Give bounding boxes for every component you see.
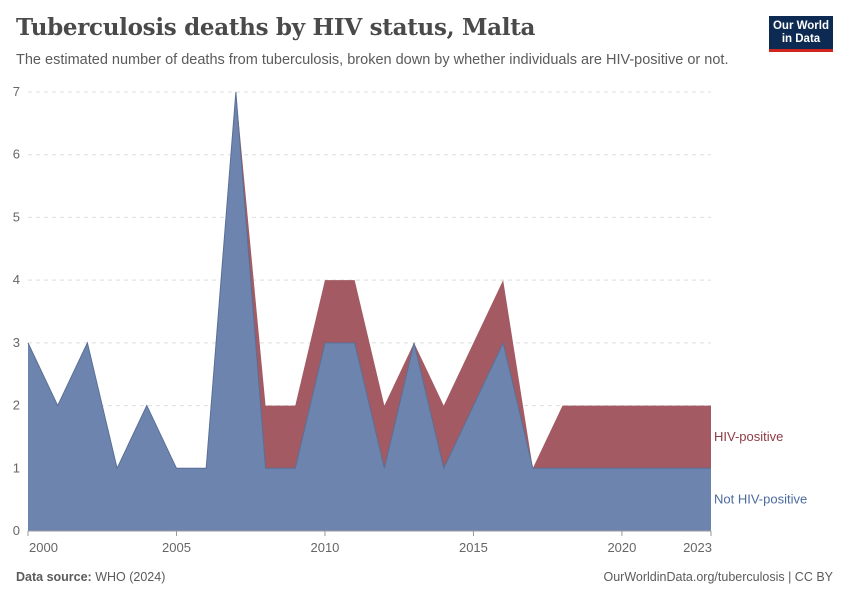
axes: 0 1 2 3 4 5 6 7 2000 2005 2010 2015 2020 2023 — [13, 84, 712, 555]
x-tick-label: 2023 — [683, 540, 712, 555]
x-tick-label: 2020 — [607, 540, 636, 555]
y-tick-label: 0 — [13, 523, 20, 538]
y-tick-label: 4 — [13, 272, 20, 287]
x-tick-label: 2010 — [310, 540, 339, 555]
series-labels: HIV-positive Not HIV-positive — [714, 429, 807, 507]
area-hiv-positive — [28, 92, 711, 469]
data-source-value: WHO (2024) — [95, 570, 166, 584]
x-tick-label: 2005 — [162, 540, 191, 555]
y-tick-label: 7 — [13, 84, 20, 99]
source-url-link[interactable]: OurWorldinData.org/tuberculosis | CC BY — [603, 570, 834, 584]
logo-line-2: in Data — [781, 33, 821, 45]
x-tick-label: 2015 — [459, 540, 488, 555]
y-tick-label: 1 — [13, 460, 20, 475]
line-not-hiv-positive — [27, 91, 711, 470]
chart-area: 0 1 2 3 4 5 6 7 2000 2005 2010 2015 2020 2023 HIV-pos… — [13, 84, 807, 555]
area-not-hiv-positive — [28, 92, 711, 531]
logo-line-1: Our World — [772, 20, 829, 32]
y-tick-label: 5 — [13, 209, 20, 224]
x-tick-label: 2000 — [29, 540, 58, 555]
data-source: Data source: WHO (2024) — [16, 570, 165, 584]
chart-subtitle: The estimated number of deaths from tube… — [16, 52, 729, 68]
y-tick-label: 6 — [13, 147, 20, 162]
owid-logo[interactable]: Our World in Data — [769, 16, 833, 52]
series-label-hiv-positive: HIV-positive — [714, 429, 783, 444]
data-source-label: Data source: — [16, 570, 92, 584]
stacked-areas — [27, 91, 711, 531]
series-label-not-hiv-positive: Not HIV-positive — [714, 492, 807, 507]
y-tick-label: 3 — [13, 335, 20, 350]
chart-title: Tuberculosis deaths by HIV status, Malta — [16, 14, 536, 41]
y-tick-label: 2 — [13, 398, 20, 413]
